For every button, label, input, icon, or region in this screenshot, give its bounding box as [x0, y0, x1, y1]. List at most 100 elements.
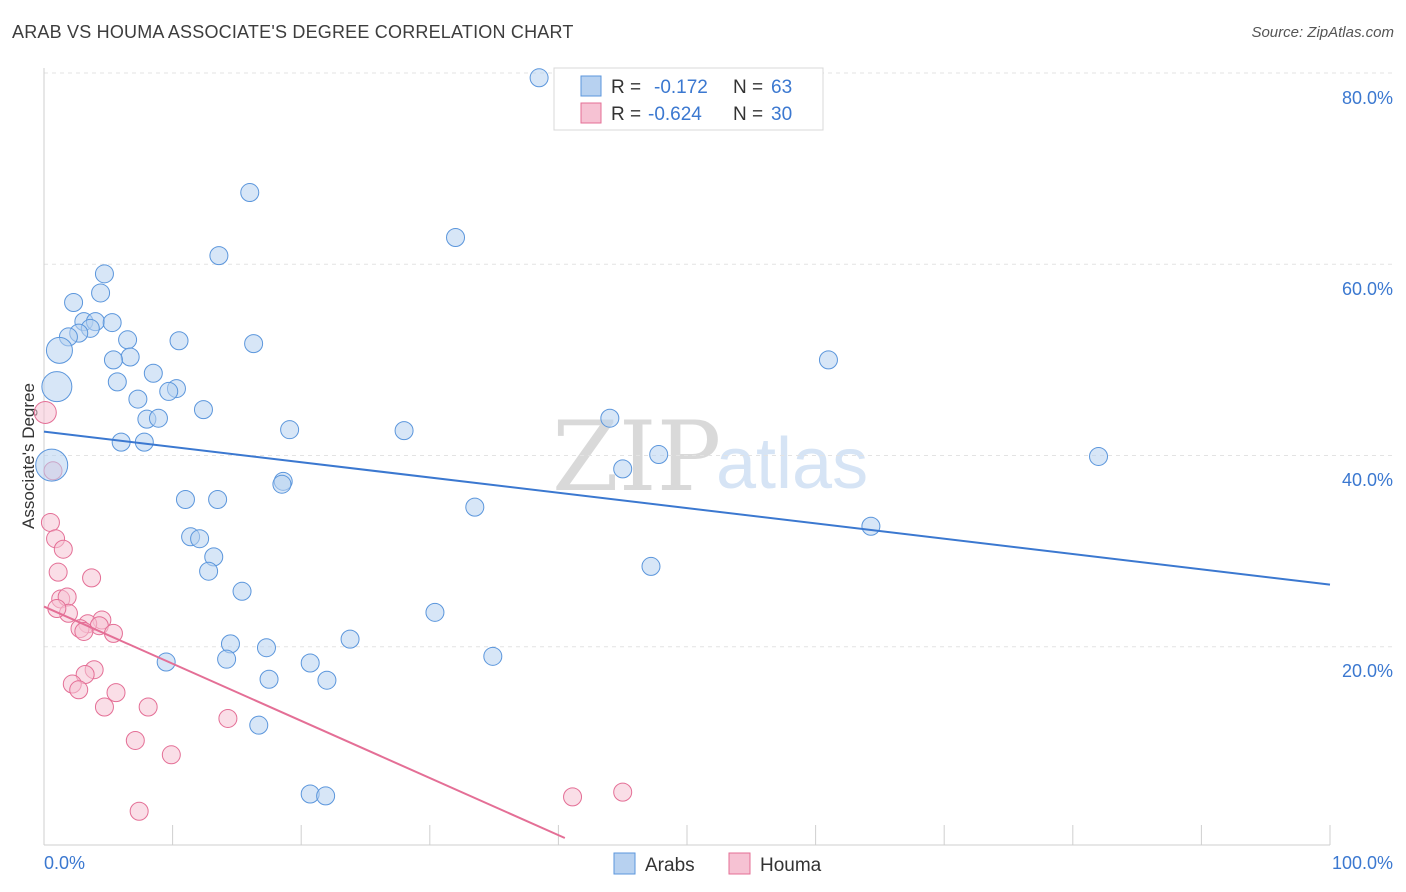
arab-point: [280, 420, 300, 440]
arab-point: [394, 421, 414, 441]
houma-r-label: R =: [611, 104, 641, 125]
arab-point: [256, 638, 276, 658]
arab-point: [300, 653, 320, 673]
houma-point: [69, 680, 89, 700]
arab-point: [169, 331, 189, 351]
houma-point: [129, 801, 149, 821]
arabs-bottom-swatch: [613, 852, 636, 875]
stats-legend: R = -0.172 N = 63 R = -0.624 N = 30: [553, 67, 824, 131]
x-tick-label-max: 100.0%: [1332, 853, 1393, 873]
houma-r-value: -0.624: [648, 104, 702, 125]
arab-point: [217, 649, 237, 669]
x-axis-ticks: [172, 825, 1331, 845]
arab-point: [483, 646, 503, 666]
arabs-n-value: 63: [771, 77, 792, 98]
houma-point: [613, 782, 633, 802]
y-tick-label-20: 20.0%: [1342, 661, 1393, 681]
arabs-legend-label: Arabs: [645, 855, 695, 876]
arab-point: [193, 400, 213, 420]
arab-point: [249, 715, 269, 735]
y-tick-label-40: 40.0%: [1342, 470, 1393, 490]
arab-point: [649, 445, 669, 465]
arab-point: [118, 330, 138, 350]
arab-point: [45, 336, 73, 364]
arabs-r-label: R =: [611, 77, 641, 98]
houma-point: [106, 683, 126, 703]
arab-point: [425, 602, 445, 622]
arab-point: [240, 183, 260, 203]
arab-point: [190, 529, 210, 549]
y-tick-label-80: 80.0%: [1342, 88, 1393, 108]
houma-series: [33, 400, 633, 821]
watermark-zip: ZIP: [552, 401, 721, 513]
houma-point: [53, 539, 73, 559]
arab-point: [156, 652, 176, 672]
arab-point: [818, 350, 838, 370]
houma-n-label: N =: [733, 104, 763, 125]
arab-point: [259, 669, 279, 689]
houma-legend-label: Houma: [760, 855, 822, 876]
arab-point: [600, 408, 620, 428]
houma-point: [48, 562, 68, 582]
gridlines: [44, 72, 1393, 648]
arab-point: [861, 516, 881, 536]
arab-point: [244, 334, 264, 354]
arab-point: [35, 448, 69, 482]
houma-bottom-swatch: [728, 852, 751, 875]
houma-point: [33, 400, 57, 424]
arab-point: [272, 474, 292, 494]
arab-point: [641, 556, 661, 576]
watermark-atlas: atlas: [716, 424, 868, 504]
arab-point: [159, 381, 179, 401]
arab-point: [340, 629, 360, 649]
chart-title: ARAB VS HOUMA ASSOCIATE'S DEGREE CORRELA…: [12, 22, 574, 42]
arab-point: [94, 264, 114, 284]
arab-point: [120, 347, 140, 367]
arab-point: [103, 350, 123, 370]
arab-point: [208, 489, 228, 509]
houma-point: [563, 787, 583, 807]
arab-point: [1089, 446, 1109, 466]
source-label: Source: ZipAtlas.com: [1251, 24, 1394, 41]
arab-point: [529, 68, 549, 88]
arab-point: [107, 372, 127, 392]
arabs-trend-line: [43, 430, 1331, 586]
arab-point: [209, 246, 229, 266]
arab-point: [232, 581, 252, 601]
arab-point: [143, 363, 163, 383]
houma-point: [94, 697, 114, 717]
y-axis-label: Associate's Degree: [19, 383, 38, 529]
arab-point: [102, 313, 122, 333]
arab-point: [446, 227, 466, 247]
houma-point: [82, 568, 102, 588]
houma-legend-swatch: [580, 102, 602, 124]
houma-point: [138, 697, 158, 717]
arab-point: [128, 389, 148, 409]
arab-point: [613, 459, 633, 479]
series-legend: Arabs Houma: [613, 852, 822, 876]
houma-n-value: 30: [771, 104, 792, 125]
arabs-series: [35, 68, 1109, 806]
arab-point: [175, 489, 195, 509]
arab-point: [64, 293, 84, 312]
x-tick-label-min: 0.0%: [44, 853, 85, 873]
arabs-n-label: N =: [733, 77, 763, 98]
houma-point: [40, 512, 60, 532]
arab-point: [316, 786, 336, 806]
y-tick-label-60: 60.0%: [1342, 279, 1393, 299]
arab-point: [317, 670, 337, 690]
arab-point: [91, 283, 111, 303]
houma-trend-line: [43, 605, 566, 839]
watermark: ZIP atlas: [552, 401, 868, 513]
arab-point: [148, 408, 168, 428]
y-tick-labels: 80.0% 60.0% 40.0% 20.0%: [1342, 88, 1393, 681]
houma-point: [218, 708, 238, 728]
trend-lines: [43, 430, 1331, 839]
arab-point: [465, 497, 485, 517]
arab-point: [41, 371, 73, 403]
houma-point: [161, 745, 181, 765]
houma-point: [125, 730, 145, 750]
arabs-legend-swatch: [580, 75, 602, 97]
arab-point: [199, 561, 219, 581]
